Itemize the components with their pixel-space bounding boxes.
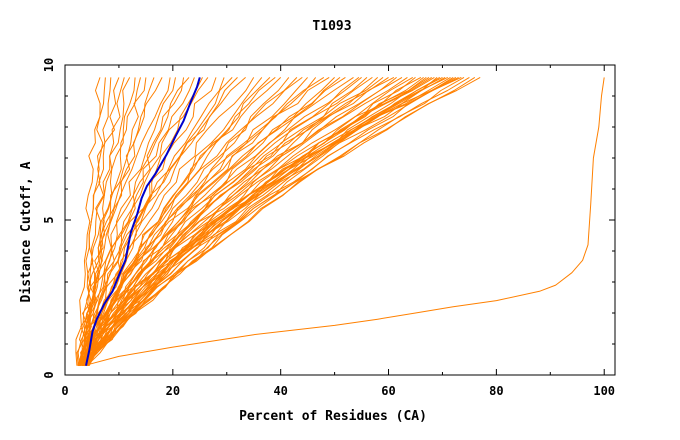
- y-tick-label: 0: [42, 371, 56, 378]
- chart-title: T1093: [312, 19, 351, 34]
- model-series-line: [88, 76, 446, 366]
- model-series-line: [82, 76, 432, 366]
- outlier-series-line: [83, 77, 605, 367]
- x-axis-label: Percent of Residues (CA): [239, 409, 427, 424]
- model-series-line: [81, 76, 465, 367]
- model-series-line: [78, 77, 255, 366]
- model-series-line: [84, 77, 195, 366]
- model-series-line: [87, 76, 457, 366]
- model-series-line: [83, 77, 185, 366]
- x-tick-label: 60: [381, 384, 395, 398]
- model-series-line: [79, 76, 451, 367]
- y-tick-label: 5: [42, 216, 56, 223]
- model-series-line: [85, 77, 203, 366]
- model-series-line: [77, 76, 443, 366]
- x-tick-label: 40: [273, 384, 287, 398]
- model-series-line: [88, 76, 481, 366]
- model-series-line: [80, 77, 362, 366]
- model-series-line: [87, 76, 462, 366]
- model-series-line: [77, 77, 171, 366]
- model-series-line: [83, 77, 238, 366]
- model-series-line: [83, 77, 147, 366]
- x-tick-label: 20: [166, 384, 180, 398]
- model-series-line: [76, 77, 136, 366]
- model-series-line: [83, 76, 346, 366]
- model-series-line: [79, 77, 246, 366]
- model-series-line: [78, 76, 389, 366]
- model-series-line: [83, 77, 217, 366]
- model-series-line: [82, 76, 408, 366]
- model-series-line: [77, 77, 335, 366]
- y-axis-label: Distance Cutoff, A: [19, 161, 34, 302]
- model-series-line: [77, 77, 209, 366]
- model-series-line: [81, 76, 354, 366]
- model-series-line: [79, 77, 112, 366]
- series-layer: [75, 76, 605, 367]
- model-series-line: [78, 76, 470, 367]
- model-series-line: [75, 77, 101, 366]
- x-tick-label: 0: [61, 384, 68, 398]
- ticks-layer: 0 20 40 60 80 100 0 5 10: [42, 58, 615, 398]
- y-tick-label: 10: [42, 58, 56, 72]
- x-tick-label: 100: [593, 384, 615, 398]
- x-tick-label: 80: [489, 384, 503, 398]
- axes-layer: [64, 64, 616, 376]
- plot-frame: [64, 64, 616, 376]
- model-series-line: [81, 77, 176, 366]
- model-series-line: [84, 76, 476, 367]
- model-series-line: [79, 76, 459, 366]
- model-series-line: [79, 76, 449, 366]
- model-series-line: [78, 77, 190, 366]
- model-series-line: [86, 77, 282, 366]
- highlighted-series-line: [85, 77, 201, 366]
- model-series-line: [87, 76, 325, 366]
